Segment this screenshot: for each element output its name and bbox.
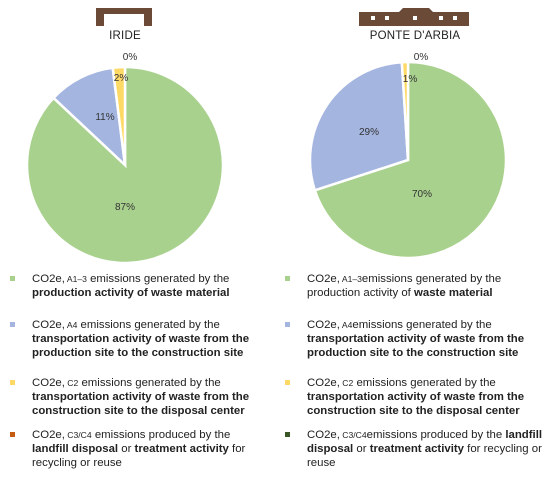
pie-chart-ponte: 70% 29% 1% 0% (308, 52, 508, 260)
pie-data-label: 29% (359, 127, 379, 138)
legend-text: CO2e, A4 emissions generated by the tran… (32, 319, 250, 359)
legend-swatch (285, 276, 290, 281)
pie-data-label: 2% (114, 73, 129, 84)
pie-slice-c2 (111, 65, 127, 166)
pie-chart-iride: 87% 11% 2% 0% (25, 52, 225, 265)
legend-swatch (10, 432, 15, 437)
legend-text: CO2e, A1–3 emissions generated by the pr… (32, 273, 230, 299)
pie-slice-a4 (51, 66, 127, 169)
legend-text: CO2e, C2 emissions generated by the tran… (32, 377, 250, 417)
legend-swatch (10, 276, 15, 281)
legend-text: CO2e, C3/C4 emissions produced by the la… (32, 429, 246, 469)
pie-data-label: 70% (412, 189, 432, 200)
chart-title-iride: IRIDE (109, 30, 141, 42)
chart-title-ponte: PONTE D'ARBIA (369, 30, 461, 42)
building-icon-iride (96, 8, 152, 26)
legend-text: CO2e, A4emissions generated by the trans… (307, 319, 525, 359)
legend-swatch (285, 432, 290, 437)
pie-slice-a4 (308, 60, 410, 192)
legend-text: CO2e, C3/C4emissions produced by the lan… (307, 429, 543, 469)
legend-text: CO2e, A1–3emissions generated by the pro… (307, 273, 502, 299)
pie-data-label: 11% (95, 112, 114, 123)
chart-panel-ponte: PONTE D'ARBIA 70% 29% 1% 0% CO2e, A1–3emiss… (275, 0, 550, 480)
legend-swatch (285, 380, 290, 385)
pie-data-label: 0% (123, 52, 138, 63)
chart-panel-iride: IRIDE 87% 11% 2% 0% CO2e, A1–3 emissions ge… (10, 8, 250, 469)
legend-text: CO2e, C2 emissions generated by the tran… (307, 377, 525, 417)
legend-swatch (285, 322, 290, 327)
pie-data-label: 87% (115, 202, 135, 213)
pie-slice-a1-3 (25, 65, 225, 265)
pie-data-label: 0% (414, 52, 429, 63)
legend-swatch (10, 380, 15, 385)
pie-slice-c2 (400, 60, 410, 161)
legend-swatch (10, 322, 15, 327)
building-icon-ponte (359, 8, 469, 26)
pie-slice-a1-3 (313, 60, 508, 260)
pie-data-label: 1% (403, 74, 418, 85)
